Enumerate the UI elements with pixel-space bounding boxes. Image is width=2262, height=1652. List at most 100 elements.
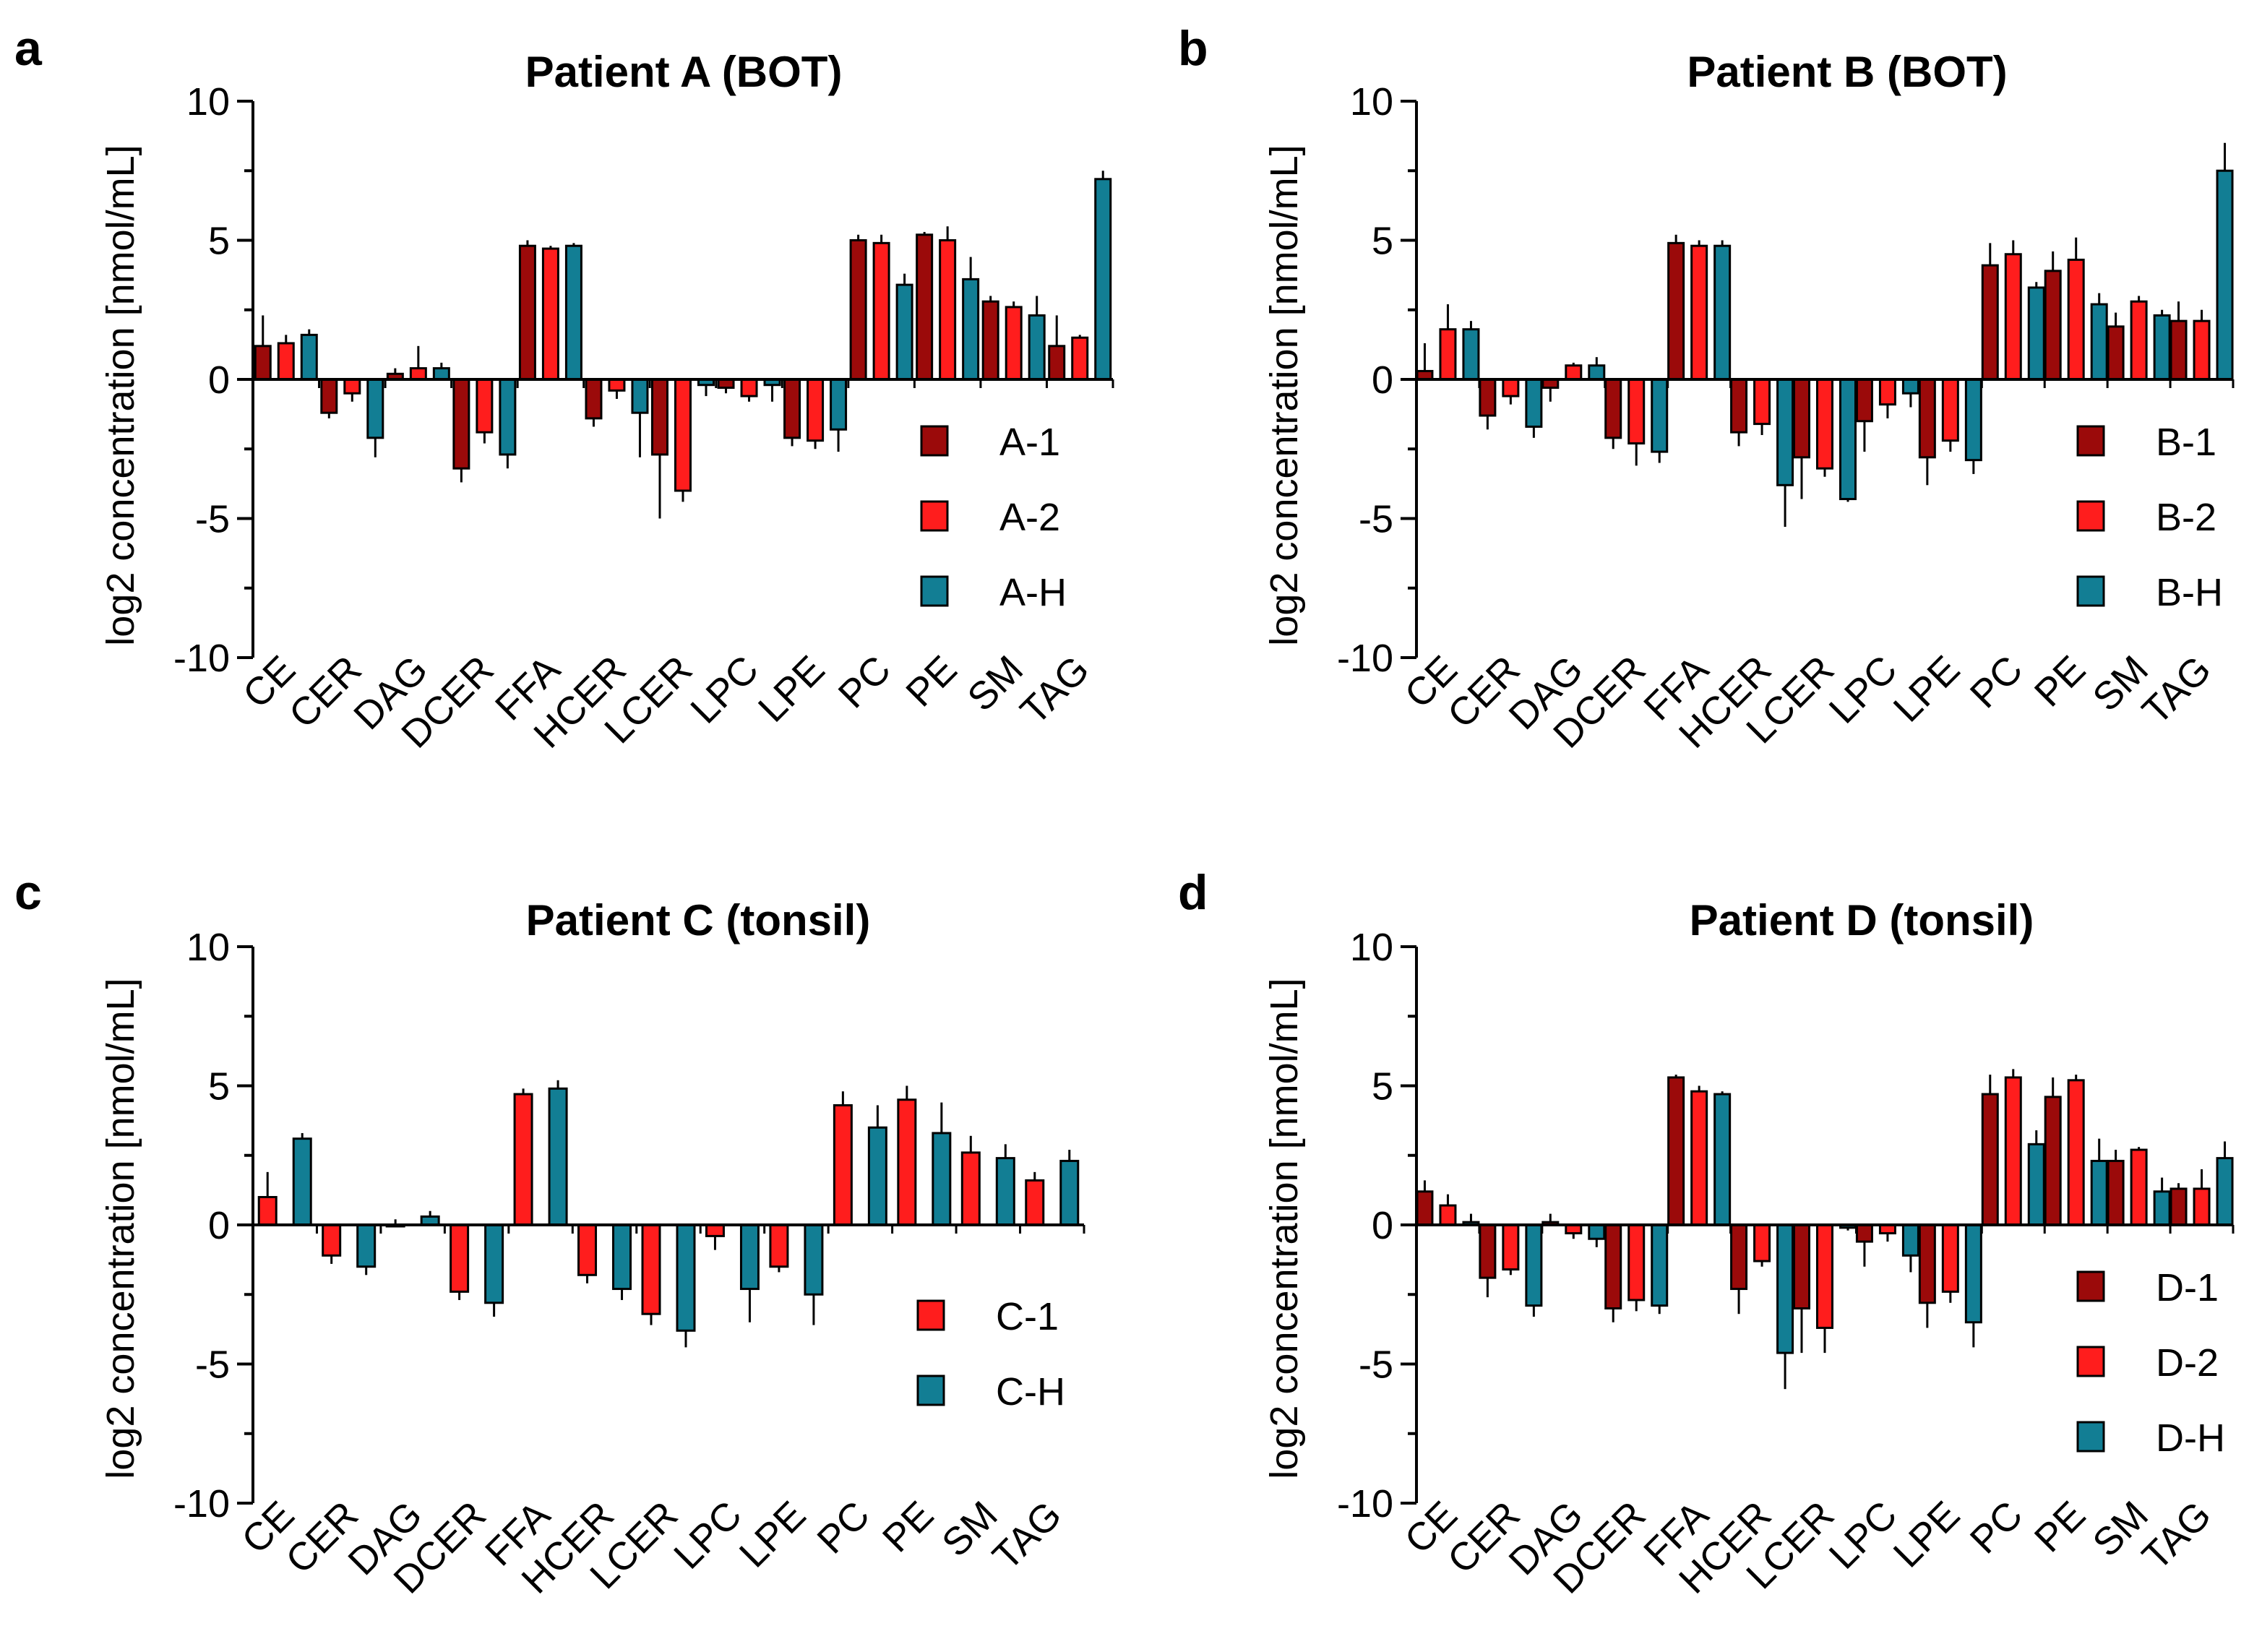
bar-C-H-PE xyxy=(932,1132,952,1226)
legend-swatch xyxy=(2076,500,2105,532)
panel-letter: b xyxy=(1178,21,1208,76)
bar-B-2-LPC xyxy=(1878,378,1896,406)
panel-letter: c xyxy=(14,865,42,920)
bar-D-H-CER xyxy=(1525,1223,1543,1307)
bar-A-1-HCER xyxy=(585,378,603,420)
y-tick-label: 5 xyxy=(208,1065,230,1109)
bar-B-H-TAG xyxy=(2216,169,2234,381)
bar-D-2-HCER xyxy=(1753,1223,1771,1262)
legend-label: D-1 xyxy=(2156,1266,2219,1309)
y-tick-label: 5 xyxy=(1372,220,1393,263)
legend-label: D-H xyxy=(2156,1416,2225,1460)
y-tick-label: 10 xyxy=(1350,926,1393,969)
bar-A-1-SM xyxy=(981,300,999,381)
legend-swatch xyxy=(916,1374,945,1406)
x-category-label: PE xyxy=(2026,1493,2094,1560)
bar-C-H-DCER xyxy=(484,1223,504,1304)
bar-A-2-PC xyxy=(872,241,890,381)
bar-B-2-LPE xyxy=(1941,378,1959,442)
bar-D-H-PC xyxy=(2027,1143,2045,1226)
legend-label: B-2 xyxy=(2156,496,2216,539)
bar-A-1-LCER xyxy=(651,378,668,456)
bar-C-1-CER xyxy=(322,1223,342,1257)
y-tick-label: -5 xyxy=(195,498,230,541)
x-category-label: PC xyxy=(830,648,899,716)
bar-C-H-LPC xyxy=(739,1223,760,1291)
legend-swatch xyxy=(920,575,949,607)
y-tick-label: 0 xyxy=(1372,1204,1393,1247)
x-category-label: CER xyxy=(281,648,370,736)
x-category-label: TAG xyxy=(1012,648,1098,733)
legend: A-1 A-2 A-H xyxy=(920,421,1067,614)
bar-B-2-PE xyxy=(2067,258,2085,381)
chart-title: Patient A (BOT) xyxy=(525,48,843,96)
x-category-label: PC xyxy=(1962,1493,2031,1562)
bar-A-1-LPE xyxy=(783,378,801,439)
bar-D-2-SM xyxy=(2130,1148,2148,1226)
legend-label: C-H xyxy=(996,1370,1065,1414)
bar-A-2-HCER xyxy=(608,378,626,392)
bar-A-H-PC xyxy=(895,283,913,381)
bar-B-H-DCER xyxy=(1651,378,1669,453)
chart-title: Patient D (tonsil) xyxy=(1690,896,2034,945)
bar-D-H-HCER xyxy=(1776,1223,1794,1354)
y-tick-label: 5 xyxy=(208,220,230,263)
x-category-label: PC xyxy=(809,1493,877,1562)
bar-C-H-CER xyxy=(356,1223,377,1268)
bar-B-1-PE xyxy=(2044,270,2062,381)
bar-B-H-PC xyxy=(2027,286,2045,381)
y-tick-label: 0 xyxy=(1372,358,1393,402)
legend-swatch xyxy=(2076,1346,2105,1377)
bar-C-H-PC xyxy=(867,1126,887,1226)
bar-D-2-LCER xyxy=(1816,1223,1833,1329)
bar-A-2-SM xyxy=(1005,306,1023,381)
bar-B-1-DCER xyxy=(1604,378,1622,439)
bar-B-H-DAG xyxy=(1588,364,1606,381)
bar-A-H-TAG xyxy=(1094,178,1112,381)
bar-A-2-DCER xyxy=(476,378,494,434)
bar-A-1-CER xyxy=(320,378,338,414)
bar-C-1-SM xyxy=(960,1151,981,1226)
legend-swatch xyxy=(916,1299,945,1331)
bar-B-H-CER xyxy=(1525,378,1543,428)
y-axis-label: log2 concentration [nmol/mL] xyxy=(1263,145,1306,645)
x-category-label: CER xyxy=(278,1493,366,1582)
x-category-label: TAG xyxy=(984,1493,1070,1578)
bar-A-1-FFA xyxy=(518,244,536,381)
legend-swatch xyxy=(2076,425,2105,457)
bar-C-H-LCER xyxy=(676,1223,696,1332)
x-category-label: TAG xyxy=(2134,1493,2219,1578)
bar-D-2-DCER xyxy=(1627,1223,1646,1302)
panel-letter: d xyxy=(1178,865,1208,920)
x-category-label: LPC xyxy=(666,1493,750,1578)
bar-D-1-LCER xyxy=(1793,1223,1810,1309)
bar-B-H-FFA xyxy=(1713,244,1732,381)
y-tick-label: 10 xyxy=(186,926,230,969)
bar-B-1-TAG xyxy=(2169,319,2188,381)
bar-A-H-DCER xyxy=(499,378,517,456)
bar-B-2-LCER xyxy=(1816,378,1833,470)
bar-A-2-LPC xyxy=(740,378,758,397)
y-axis-label: log2 concentration [nmol/mL] xyxy=(99,978,142,1479)
legend-swatch xyxy=(2076,575,2105,607)
bar-D-1-LPC xyxy=(1855,1223,1873,1243)
x-category-label: PE xyxy=(898,648,965,715)
panel-d: d Patient D (tonsil) log2 concentration … xyxy=(1178,865,2235,1602)
bar-B-2-CE xyxy=(1439,328,1457,381)
x-category-label: LPE xyxy=(750,648,833,731)
bar-D-H-LPC xyxy=(1901,1223,1919,1257)
bar-A-2-LCER xyxy=(674,378,692,492)
y-tick-label: 0 xyxy=(208,1204,230,1247)
bar-B-1-HCER xyxy=(1730,378,1748,434)
bar-C-1-PE xyxy=(897,1098,917,1226)
bar-A-H-DAG xyxy=(432,367,450,381)
legend-swatch xyxy=(920,425,949,457)
bar-A-H-PE xyxy=(962,278,980,381)
x-category-label: PE xyxy=(2026,648,2094,715)
bar-C-H-SM xyxy=(995,1157,1015,1226)
bar-D-1-CER xyxy=(1479,1223,1497,1279)
bar-A-2-CE xyxy=(277,342,295,381)
bar-D-2-FFA xyxy=(1690,1090,1708,1226)
